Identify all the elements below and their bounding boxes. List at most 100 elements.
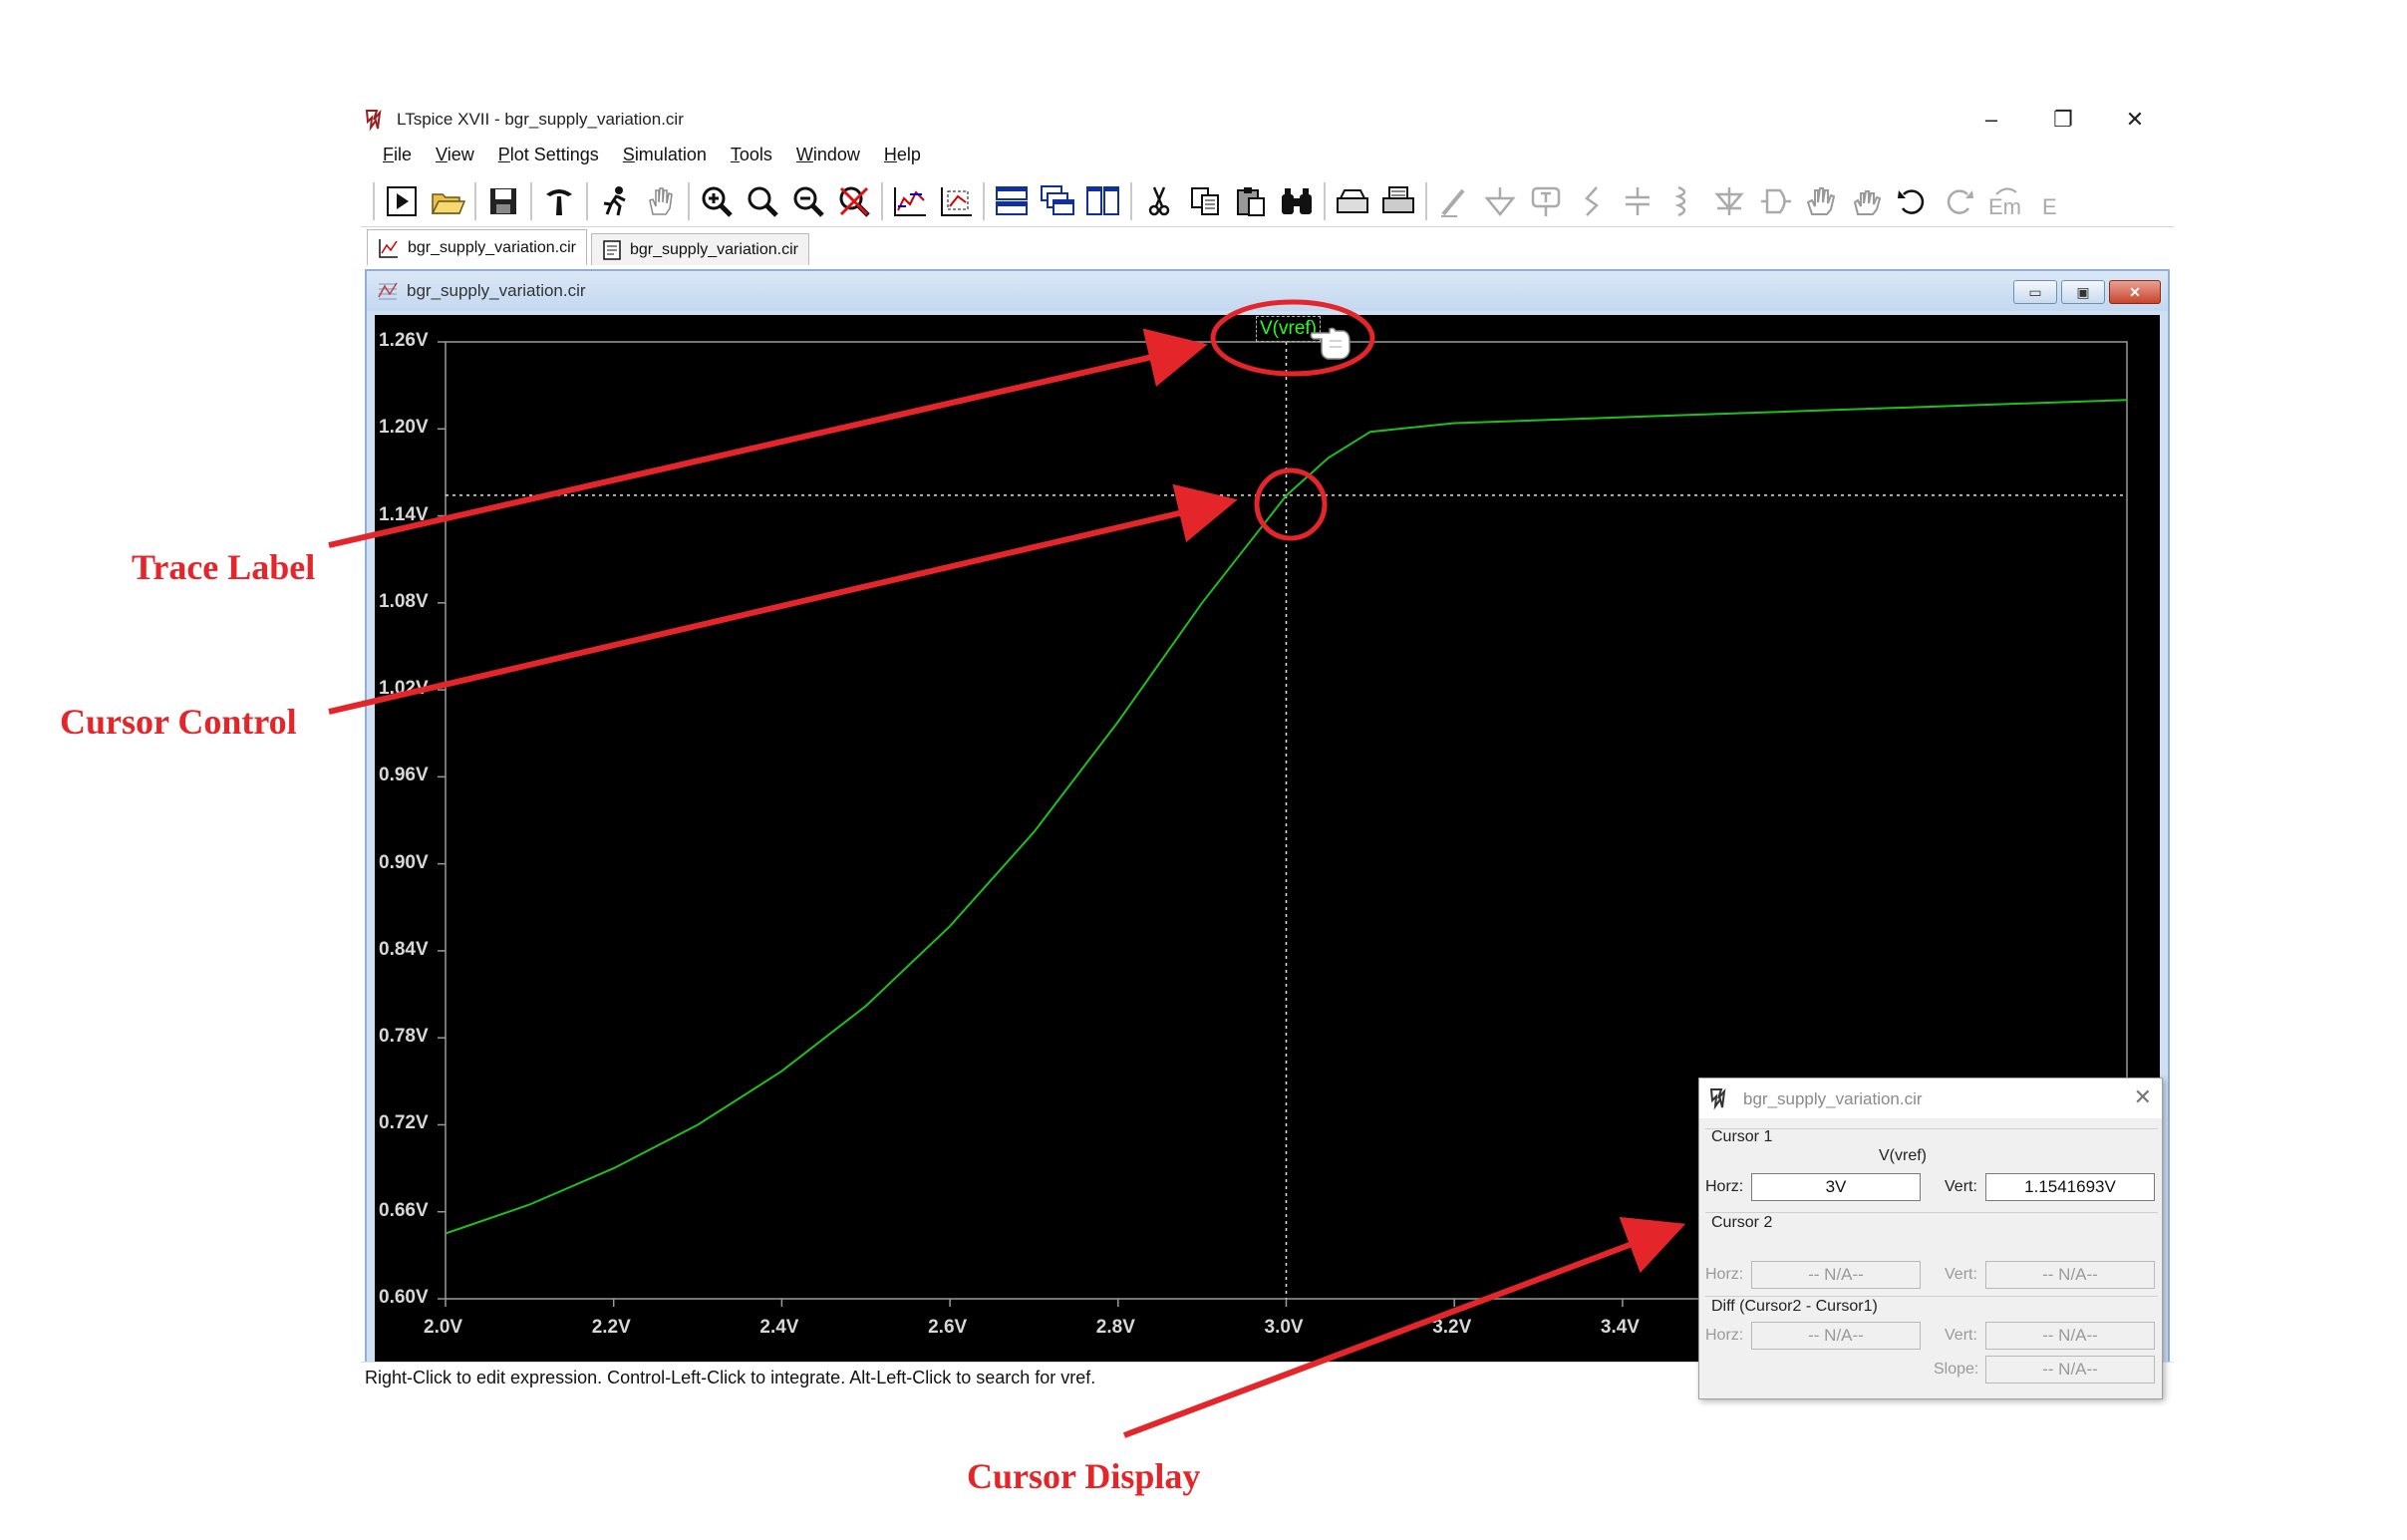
save-button[interactable]: [480, 178, 526, 224]
cursor-dialog-titlebar: bgr_supply_variation.cir ✕: [1699, 1078, 2162, 1118]
drag-icon: [1853, 189, 1882, 215]
copy-button[interactable]: [1182, 178, 1228, 224]
y-tick-label: 1.20V: [379, 417, 429, 439]
capacitor-button[interactable]: [1615, 178, 1660, 224]
annotation-cursor-display: Cursor Display: [967, 1456, 1201, 1496]
close-button[interactable]: ✕: [2100, 104, 2170, 136]
svg-text:Em: Em: [1988, 194, 2021, 218]
diff-slope-label: Slope:: [1934, 1361, 1979, 1378]
redo-button[interactable]: [1936, 178, 1981, 224]
y-tick-label: 0.90V: [379, 851, 429, 873]
run-button[interactable]: [379, 178, 425, 224]
x-tick-label: 3.4V: [1600, 1317, 1640, 1338]
undo-button[interactable]: [1890, 178, 1936, 224]
x-tick-label: 2.2V: [591, 1317, 631, 1338]
tab-waveform[interactable]: bgr_supply_variation.cir: [367, 229, 587, 265]
cursor2-horz-label: Horz:: [1705, 1266, 1744, 1283]
toolbar-separator: [1324, 181, 1326, 220]
control-panel-button[interactable]: [536, 178, 582, 224]
pan-button[interactable]: [638, 178, 684, 224]
child-maximize-button[interactable]: ▣: [2061, 280, 2105, 304]
tile-vertical-button[interactable]: [1080, 178, 1126, 224]
diode-button[interactable]: [1706, 178, 1752, 224]
cursor1-horz-label: Horz:: [1705, 1178, 1744, 1195]
status-text: Right-Click to edit expression. Control-…: [365, 1368, 1096, 1387]
zoom-cancel-button[interactable]: [831, 178, 877, 224]
child-minimize-button[interactable]: ▭: [2013, 280, 2057, 304]
wire-button[interactable]: [1431, 178, 1477, 224]
zoom-in-button[interactable]: [694, 178, 740, 224]
redo-icon: [1947, 188, 1973, 214]
label-button[interactable]: [1523, 178, 1569, 224]
minimize-icon: –: [1984, 107, 1998, 132]
rotate-button[interactable]: Em: [1981, 178, 2027, 224]
cascade-button[interactable]: [1035, 178, 1080, 224]
y-tick-label: 1.02V: [379, 678, 429, 700]
find-button[interactable]: [1274, 178, 1320, 224]
autorange-button[interactable]: [887, 178, 933, 224]
y-tick-label: 0.78V: [379, 1026, 429, 1048]
wire-icon: [1441, 188, 1465, 217]
menu-file[interactable]: File: [383, 144, 413, 164]
x-tick-label: 2.6V: [928, 1317, 968, 1338]
inductor-button[interactable]: [1660, 178, 1706, 224]
close-icon: ✕: [2129, 283, 2141, 300]
toolbar-separator: [983, 181, 985, 220]
tile-horizontal-button[interactable]: [989, 178, 1035, 224]
maximize-icon: ▣: [2076, 283, 2090, 300]
ground-button[interactable]: [1477, 178, 1523, 224]
undo-icon: [1898, 188, 1925, 214]
menu-simulation[interactable]: Simulation: [622, 144, 707, 164]
waveform-window-titlebar: bgr_supply_variation.cir ▭ ▣ ✕: [367, 271, 2168, 311]
menu-help[interactable]: Help: [883, 144, 921, 164]
child-close-button[interactable]: ✕: [2109, 280, 2161, 304]
halt-button[interactable]: [592, 178, 638, 224]
save-icon: [490, 187, 516, 214]
close-icon: ✕: [2125, 107, 2145, 132]
plot-bounds-button[interactable]: [933, 178, 979, 224]
y-tick-label: 1.26V: [379, 330, 429, 351]
toolbar-separator: [373, 181, 375, 220]
cursor1-group: [1705, 1128, 2158, 1129]
y-tick-label: 0.96V: [379, 765, 429, 786]
component-button[interactable]: [1752, 178, 1798, 224]
cursor2-horz-field: -- N/A--: [1751, 1261, 1921, 1289]
mirror-icon: E: [2042, 194, 2057, 218]
x-tick-label: 2.8V: [1095, 1317, 1135, 1338]
print-button[interactable]: [1375, 178, 1421, 224]
cursor2-vert-field: -- N/A--: [1985, 1261, 2155, 1289]
cut-button[interactable]: [1136, 178, 1182, 224]
drag-button[interactable]: [1844, 178, 1890, 224]
minimize-button[interactable]: –: [1956, 104, 2026, 136]
y-tick-label: 1.14V: [379, 503, 429, 525]
mirror-button[interactable]: E: [2027, 178, 2073, 224]
resistor-button[interactable]: [1569, 178, 1615, 224]
tab-netlist[interactable]: bgr_supply_variation.cir: [590, 233, 809, 265]
ground-icon: [1484, 186, 1516, 216]
zoom-out-button[interactable]: [785, 178, 831, 224]
y-tick-label: 0.66V: [379, 1199, 429, 1221]
menu-plot-settings[interactable]: Plot Settings: [497, 144, 599, 164]
menu-view[interactable]: View: [436, 144, 474, 164]
toolbar: Em E: [361, 175, 2174, 227]
cursor-dialog-close-icon[interactable]: ✕: [2133, 1084, 2152, 1109]
y-tick-label: 1.08V: [379, 590, 429, 612]
open-button[interactable]: [425, 178, 470, 224]
print-icon: [1382, 185, 1414, 213]
diff-group: [1705, 1296, 2158, 1297]
paste-button[interactable]: [1228, 178, 1274, 224]
ltspice-logo-icon: [365, 109, 382, 132]
menu-tools[interactable]: Tools: [730, 144, 772, 164]
menu-window[interactable]: Window: [795, 144, 860, 164]
toolbar-separator: [474, 181, 476, 220]
zoom-fit-button[interactable]: [740, 178, 785, 224]
print-preview-button[interactable]: [1330, 178, 1375, 224]
restore-button[interactable]: ❐: [2028, 104, 2098, 136]
capacitor-icon: [1626, 186, 1650, 215]
cursor1-horz-field[interactable]: 3V: [1751, 1173, 1921, 1201]
tab-label: bgr_supply_variation.cir: [408, 238, 576, 256]
toolbar-separator: [530, 181, 532, 220]
cursor1-vert-field[interactable]: 1.1541693V: [1985, 1173, 2155, 1201]
toolbar-separator: [586, 181, 588, 220]
move-button[interactable]: [1798, 178, 1844, 224]
